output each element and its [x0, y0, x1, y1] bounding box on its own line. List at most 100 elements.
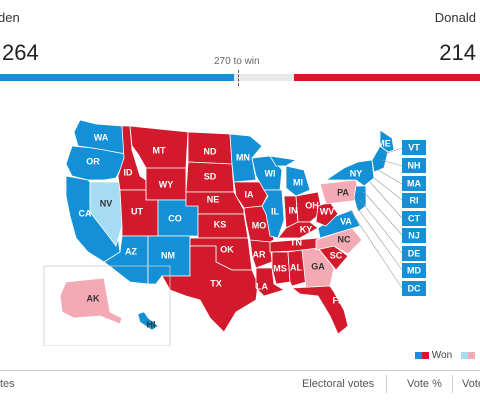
box-CT[interactable] [402, 211, 426, 226]
state-AR[interactable] [249, 239, 273, 269]
state-IL[interactable] [261, 189, 285, 239]
label-ME: ME [377, 138, 391, 148]
box-VT[interactable] [402, 140, 426, 155]
state-TX[interactable] [161, 245, 259, 333]
label-SC: SC [330, 250, 343, 260]
label-UT: UT [131, 206, 143, 216]
left-candidate-votes: 264 [2, 40, 39, 65]
box-DE[interactable] [402, 246, 426, 261]
label-SD: SD [204, 171, 217, 181]
label-ID: ID [124, 167, 134, 177]
label-WI: WI [265, 168, 276, 178]
state-FL[interactable] [290, 285, 349, 335]
leader-lines [349, 147, 403, 289]
state-HI[interactable] [137, 311, 159, 331]
label-WY: WY [159, 179, 174, 189]
alaska-hawaii-inset [43, 265, 171, 346]
box-MA[interactable] [402, 176, 426, 191]
label-MT: MT [153, 145, 166, 155]
state-NJ-DE-MD[interactable] [353, 185, 367, 213]
label-CO: CO [168, 213, 182, 223]
small-state-boxes: VT NH MA RI CT NJ DE MD DC [402, 140, 426, 296]
box-label-NJ: NJ [408, 230, 420, 240]
label-IL: IL [271, 206, 280, 216]
label-AK: AK [87, 293, 100, 303]
legend-dem-leading-swatch [460, 351, 468, 359]
left-candidate-name: den [0, 10, 20, 25]
label-HI: HI [147, 319, 156, 329]
us-electoral-map: WA OR CA NV ID MT WY UT CO AZ NM ND SD N… [43, 119, 426, 346]
map-legend: Won [415, 350, 475, 361]
label-IA: IA [245, 189, 255, 199]
legend-rep-leading-swatch [467, 351, 475, 359]
box-MD[interactable] [402, 263, 426, 278]
label-AR: AR [253, 249, 266, 259]
box-label-NH: NH [408, 160, 421, 170]
label-OH: OH [305, 200, 319, 210]
col-header-vote[interactable]: Vote [462, 378, 480, 390]
right-candidate-name: Donald [434, 10, 476, 25]
label-AL: AL [290, 262, 302, 272]
col-divider [452, 375, 453, 393]
state-labels: WA OR CA NV ID MT WY UT CO AZ NM ND SD N… [79, 132, 391, 329]
box-label-DC: DC [408, 283, 421, 293]
label-GA: GA [311, 261, 325, 271]
state-OH[interactable] [295, 191, 323, 223]
results-table-header: tes Electoral votes Vote % Vote [0, 370, 480, 399]
state-OR[interactable] [65, 145, 126, 181]
label-IN: IN [289, 205, 298, 215]
state-MI-up[interactable] [269, 155, 298, 167]
legend-dem-won-swatch [415, 351, 422, 359]
state-MI[interactable] [285, 165, 311, 197]
label-NC: NC [338, 234, 351, 244]
col-divider [386, 375, 387, 393]
label-WA: WA [94, 132, 109, 142]
label-CA: CA [79, 208, 92, 218]
win-threshold-label: 270 to win [214, 56, 260, 67]
label-KS: KS [214, 219, 227, 229]
label-PA: PA [337, 187, 349, 197]
label-AZ: AZ [125, 246, 137, 256]
label-NV: NV [100, 198, 113, 208]
label-TN: TN [290, 237, 302, 247]
col-header-electoral-votes[interactable]: Electoral votes [302, 378, 375, 390]
box-NH[interactable] [402, 158, 426, 173]
state-AK[interactable] [59, 277, 123, 325]
label-NM: NM [161, 250, 175, 260]
rep-votes-bar [294, 74, 480, 81]
box-label-RI: RI [410, 195, 419, 205]
right-candidate-votes: 214 [439, 40, 476, 65]
label-NY: NY [350, 168, 363, 178]
box-label-CT: CT [408, 213, 420, 223]
uncalled-votes-bar [234, 74, 294, 81]
label-FL: FL [333, 295, 344, 305]
col-header-vote-pct[interactable]: Vote % [407, 378, 442, 390]
box-RI[interactable] [402, 193, 426, 208]
state-AL[interactable] [287, 249, 307, 287]
label-TX: TX [210, 278, 222, 288]
box-DC[interactable] [402, 281, 426, 296]
state-MN[interactable] [229, 133, 263, 183]
label-MS: MS [273, 263, 287, 273]
label-NE: NE [207, 194, 220, 204]
col-header-states[interactable]: tes [0, 378, 15, 390]
label-ND: ND [204, 146, 217, 156]
label-VA: VA [340, 216, 352, 226]
label-WV: WV [320, 206, 335, 216]
state-MS[interactable] [271, 251, 291, 285]
box-NJ[interactable] [402, 228, 426, 243]
dem-votes-bar [0, 74, 234, 81]
box-label-DE: DE [408, 248, 421, 258]
win-threshold-marker [238, 70, 239, 86]
label-MO: MO [252, 220, 267, 230]
label-OR: OR [86, 156, 100, 166]
label-OK: OK [220, 244, 234, 254]
state-NY[interactable] [324, 159, 375, 187]
box-label-MD: MD [407, 265, 421, 275]
box-label-MA: MA [407, 178, 421, 188]
state-NE-region[interactable] [371, 145, 389, 173]
label-LA: LA [256, 281, 268, 291]
state-KY[interactable] [277, 221, 319, 239]
legend-rep-won-swatch [422, 351, 429, 359]
state-ME[interactable] [379, 129, 395, 153]
